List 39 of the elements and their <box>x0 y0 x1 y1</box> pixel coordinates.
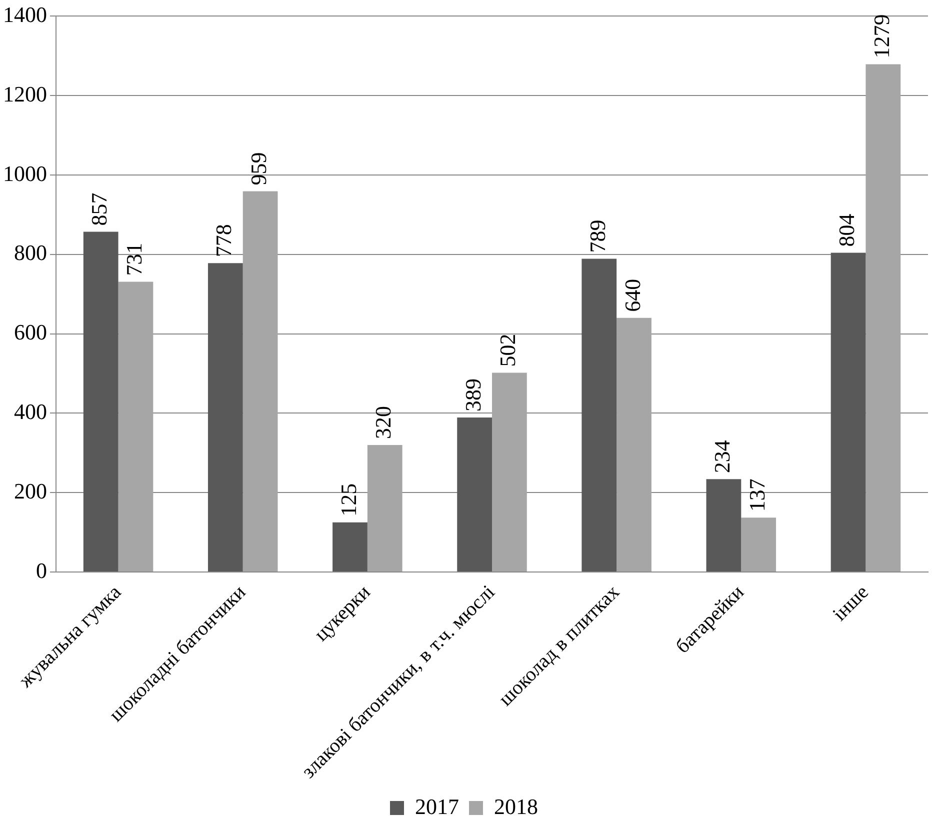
bar <box>582 258 617 572</box>
data-label: 389 <box>460 378 486 412</box>
y-tick-label: 200 <box>14 478 47 504</box>
y-tick-label: 600 <box>14 320 47 345</box>
data-label: 959 <box>246 152 272 186</box>
bar <box>83 232 118 572</box>
y-tick-label: 1000 <box>3 160 47 186</box>
y-tick-label: 1200 <box>3 81 47 106</box>
bar <box>118 282 154 572</box>
data-label: 731 <box>122 242 147 276</box>
bar <box>616 318 652 572</box>
bar <box>830 252 866 572</box>
legend-label: 2018 <box>494 794 538 819</box>
y-tick-label: 0 <box>36 558 47 583</box>
y-tick-label: 800 <box>14 240 47 266</box>
data-label: 789 <box>584 220 610 253</box>
data-label: 804 <box>834 214 860 247</box>
data-label: 502 <box>495 334 520 367</box>
data-label: 1279 <box>868 14 894 58</box>
y-tick-label: 1400 <box>3 2 47 27</box>
data-label: 125 <box>336 483 361 516</box>
data-label: 234 <box>709 440 734 474</box>
bar <box>332 522 368 572</box>
bar <box>866 64 901 572</box>
data-label: 137 <box>744 478 770 512</box>
bar <box>492 372 527 572</box>
data-label: 640 <box>620 278 645 312</box>
legend-label: 2017 <box>415 794 459 819</box>
y-tick-label: 400 <box>14 398 47 424</box>
bar <box>457 418 492 572</box>
bar <box>242 191 278 572</box>
bar <box>741 518 776 572</box>
bar <box>367 444 402 572</box>
data-label: 778 <box>211 224 236 258</box>
data-label: 320 <box>370 406 396 439</box>
x-tick-label: інше <box>828 581 874 626</box>
data-label: 857 <box>86 192 112 226</box>
bar <box>208 263 243 572</box>
bar <box>706 479 742 572</box>
